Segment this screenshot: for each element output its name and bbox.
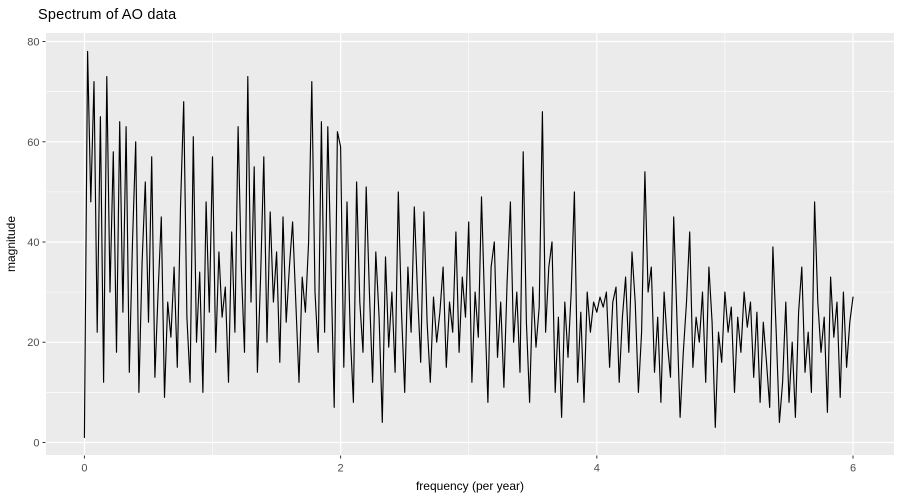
y-tick-label: 20 — [27, 337, 39, 349]
x-tick-label: 0 — [81, 463, 87, 475]
x-tick-label: 2 — [338, 463, 344, 475]
x-tick-label: 4 — [594, 463, 600, 475]
x-axis-title: frequency (per year) — [415, 479, 525, 493]
chart-title: Spectrum of AO data — [38, 7, 177, 23]
y-axis-title: magnitude — [4, 215, 18, 273]
y-tick-label: 60 — [27, 137, 39, 149]
panel-background — [46, 33, 894, 455]
y-tick-label: 40 — [27, 237, 39, 249]
spectrum-line — [83, 50, 854, 439]
y-tick-label: 80 — [27, 37, 39, 49]
y-tick-label: 0 — [33, 437, 39, 449]
x-tick-label: 6 — [850, 463, 856, 475]
